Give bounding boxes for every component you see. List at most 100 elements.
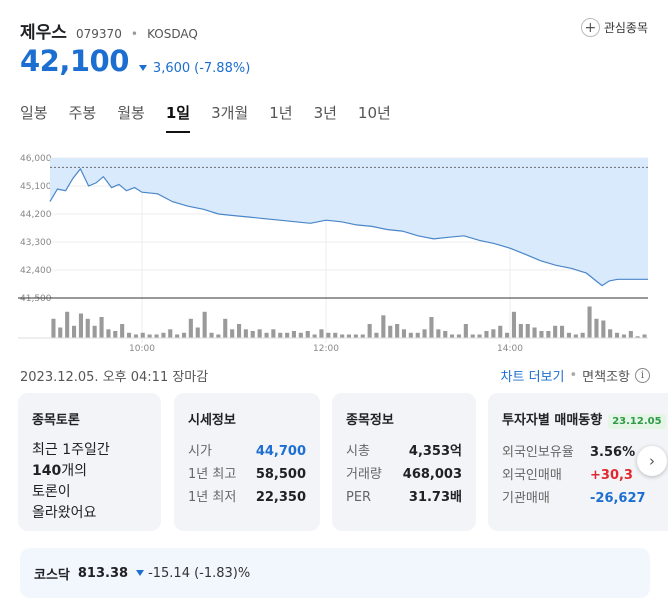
discussion-line-4: 올라왔어요 (32, 505, 97, 521)
info-value: 468,003 (402, 467, 462, 482)
volume-bar (443, 331, 448, 338)
price-row: 42,100 3,600 (-7.88%) (20, 44, 250, 78)
volume-bar (621, 334, 626, 338)
tab-3-years[interactable]: 3년 (313, 104, 337, 122)
volume-bar (326, 332, 331, 339)
volume-bar (237, 324, 242, 338)
volume-bar (573, 334, 578, 338)
volume-bar (450, 334, 455, 338)
volume-bar (470, 334, 475, 338)
volume-bar (374, 332, 379, 339)
tab-3-months[interactable]: 3개월 (211, 104, 249, 122)
discussion-card[interactable]: 종목토론 최근 1주일간 140개의 토론이 올라왔어요 (18, 393, 161, 531)
disclaimer-link[interactable]: 면책조항 (582, 370, 630, 385)
volume-bar (106, 329, 111, 339)
volume-bar (601, 320, 606, 338)
volume-bar (429, 317, 434, 338)
volume-bar (388, 325, 393, 339)
quote-value: 44,700 (255, 444, 306, 459)
volume-bar (250, 331, 255, 338)
x-tick-label: 10:00 (129, 344, 155, 354)
stock-name: 제우스 (20, 23, 67, 43)
date-badge: 23.12.05 (608, 414, 666, 429)
volume-bar (99, 317, 104, 338)
volume-bar (140, 332, 145, 339)
volume-bar (456, 334, 461, 338)
volume-bar (154, 334, 159, 338)
investor-value: +30,3 (590, 468, 633, 483)
quote-key: 시가 (188, 444, 212, 459)
info-row-volume: 거래량 468,003 (346, 463, 462, 486)
info-icon[interactable]: i (635, 368, 650, 383)
volume-bar (291, 331, 296, 338)
market-index-bar[interactable]: 코스닥 813.38 -15.14 (-1.83)% (20, 548, 650, 598)
volume-bar (477, 334, 482, 338)
volume-bar (635, 336, 640, 339)
quote-card[interactable]: 시세정보 시가 44,700 1년 최고 58,500 1년 최저 22,350 (174, 393, 320, 531)
quote-row-year-low: 1년 최저 22,350 (188, 486, 306, 509)
tab-10-years[interactable]: 10년 (357, 104, 391, 122)
volume-bar (580, 332, 585, 339)
volume-bar (594, 318, 599, 339)
price-line (49, 167, 648, 287)
volume-bar (278, 332, 283, 339)
tab-monthly[interactable]: 월봉 (117, 104, 145, 122)
current-price: 42,100 (20, 44, 129, 78)
volume-bar (168, 329, 173, 339)
down-arrow-icon (138, 65, 147, 71)
volume-bar (120, 324, 125, 338)
volume-bar (642, 334, 647, 338)
tab-1-day[interactable]: 1일 (165, 100, 191, 133)
volume-bar (615, 332, 620, 339)
volume-bar (133, 334, 138, 338)
volume-bar (566, 332, 571, 339)
volume-bar (312, 334, 317, 338)
info-cards: 종목토론 최근 1주일간 140개의 토론이 올라왔어요 시세정보 시가 44,7… (18, 393, 668, 531)
volume-bar (340, 334, 345, 338)
chevron-right-icon: › (649, 452, 655, 470)
separator-dot: • (130, 27, 138, 41)
y-tick-label: 45,100 (20, 182, 52, 192)
quote-row-open: 시가 44,700 (188, 440, 306, 463)
volume-bar (51, 318, 56, 339)
volume-bar (518, 324, 523, 338)
period-tabs: 일봉 주봉 월봉 1일 3개월 1년 3년 10년 (20, 100, 412, 133)
volume-bar (175, 334, 180, 338)
stock-info-card[interactable]: 종목정보 시총 4,353억 거래량 468,003 PER 31.73배 (332, 393, 476, 531)
y-tick-label: 46,000 (20, 154, 52, 164)
discussion-body: 최근 1주일간 140개의 토론이 올라왔어요 (32, 440, 147, 524)
volume-bar (305, 331, 310, 338)
watchlist-label: 관심종목 (603, 21, 648, 35)
volume-bar (161, 332, 166, 339)
investor-key: 외국인보유율 (502, 445, 574, 460)
quote-value: 22,350 (255, 490, 306, 505)
volume-bar (223, 318, 228, 339)
quote-key: 1년 최고 (188, 467, 237, 482)
quote-row-year-high: 1년 최고 58,500 (188, 463, 306, 486)
add-watchlist-button[interactable]: + 관심종목 (580, 18, 648, 37)
volume-bar (436, 329, 441, 339)
tab-daily[interactable]: 일봉 (20, 104, 48, 122)
info-value: 31.73배 (408, 490, 462, 505)
index-name: 코스닥 (34, 567, 70, 583)
volume-bar (85, 318, 90, 339)
volume-bar (491, 329, 496, 339)
market-label: KOSDAQ (147, 27, 198, 41)
volume-bar (532, 327, 537, 338)
volume-bar (628, 331, 633, 338)
volume-bar (113, 331, 118, 338)
price-chart[interactable]: 46,000 45,100 44,200 43,300 42,400 41,500 10:0… (0, 148, 668, 358)
volume-bar (511, 311, 516, 339)
volume-bar (422, 329, 427, 339)
tab-1-year[interactable]: 1년 (269, 104, 293, 122)
volume-bar (202, 311, 207, 339)
volume-bar (257, 329, 262, 339)
tab-weekly[interactable]: 주봉 (68, 104, 97, 122)
x-tick-label: 12:00 (313, 344, 339, 354)
chart-more-link[interactable]: 차트 더보기 (500, 370, 565, 385)
investor-key: 기관매매 (502, 491, 550, 506)
y-tick-label: 42,400 (20, 266, 52, 276)
next-card-button[interactable]: › (637, 446, 667, 476)
volume-bar (505, 332, 510, 339)
stock-header: 제우스 079370 • KOSDAQ + 관심종목 (20, 18, 648, 43)
